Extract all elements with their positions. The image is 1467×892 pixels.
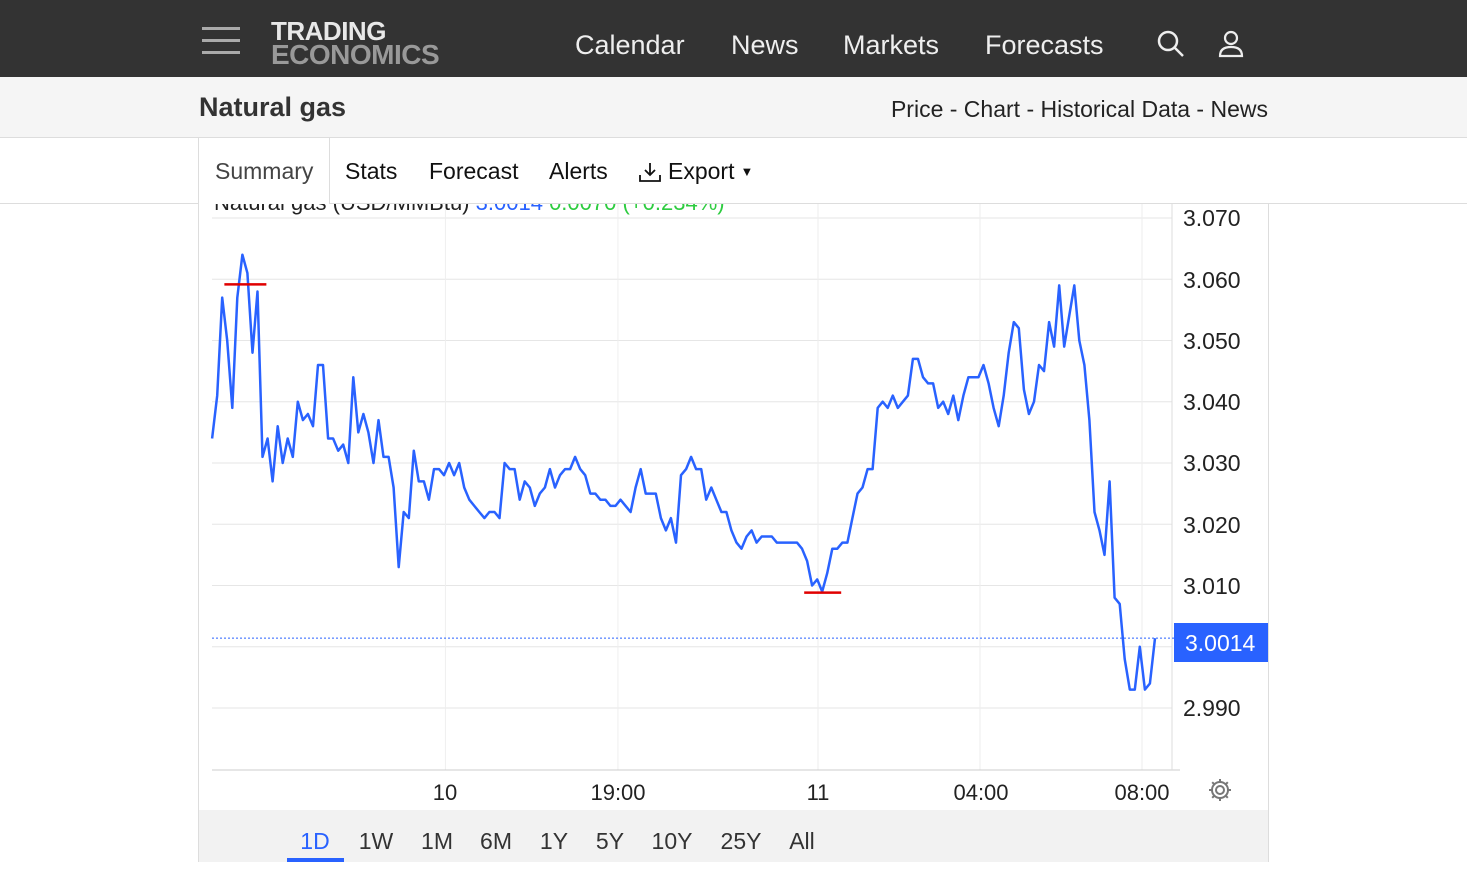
top-navigation-bar: TRADING ECONOMICS Calendar News Markets … — [0, 0, 1467, 77]
range-5y[interactable]: 5Y — [595, 828, 625, 854]
user-icon[interactable] — [1216, 29, 1246, 59]
tab-alerts[interactable]: Alerts — [549, 158, 608, 184]
nav-markets[interactable]: Markets — [843, 30, 940, 60]
range-10y[interactable]: 10Y — [651, 828, 693, 854]
range-25y[interactable]: 25Y — [720, 828, 762, 854]
chart-tabs: Summary Stats Forecast Alerts Export ▼ — [0, 138, 1467, 204]
y-tick-label: 3.050 — [1183, 328, 1241, 354]
y-tick-label: 3.010 — [1183, 573, 1241, 599]
hamburger-menu-icon[interactable] — [202, 27, 240, 57]
y-tick-label: 3.040 — [1183, 389, 1241, 415]
time-range-selector: 1D 1W 1M 6M 1Y 5Y 10Y 25Y All — [199, 810, 1268, 862]
range-1m[interactable]: 1M — [421, 828, 453, 854]
subheader: Natural gas Price - Chart - Historical D… — [0, 77, 1467, 138]
caret-down-icon: ▼ — [740, 164, 754, 179]
range-all[interactable]: All — [789, 828, 815, 854]
search-icon[interactable] — [1156, 29, 1186, 59]
y-tick-label: 3.030 — [1183, 450, 1241, 476]
logo-line-2: ECONOMICS — [271, 39, 440, 70]
page-title: Natural gas — [199, 92, 347, 122]
x-tick-label: 19:00 — [590, 780, 646, 805]
download-icon — [639, 162, 661, 182]
x-tick-label: 10 — [432, 780, 458, 805]
logo-line-1: TRADING — [271, 16, 386, 46]
subheader-links[interactable]: Price - Chart - Historical Data - News — [890, 96, 1268, 122]
export-label: Export — [668, 158, 735, 184]
x-tick-label: 04:00 — [953, 780, 1009, 805]
x-tick-label: 11 — [806, 780, 830, 805]
tab-summary[interactable]: Summary — [198, 138, 330, 204]
tab-stats[interactable]: Stats — [345, 158, 398, 184]
nav-calendar[interactable]: Calendar — [575, 30, 685, 60]
trading-economics-logo[interactable]: TRADING ECONOMICS — [271, 16, 440, 70]
range-1y[interactable]: 1Y — [539, 828, 569, 854]
x-tick-label: 08:00 — [1114, 780, 1170, 805]
price-line — [210, 253, 1157, 691]
range-1w[interactable]: 1W — [358, 828, 394, 854]
y-tick-label: 2.990 — [1183, 695, 1241, 721]
y-tick-label: 3.060 — [1183, 267, 1241, 293]
tab-forecast[interactable]: Forecast — [429, 158, 519, 184]
range-1d[interactable]: 1D — [300, 828, 330, 854]
y-tick-label: 3.020 — [1183, 512, 1241, 538]
selected-range-indicator — [287, 858, 344, 862]
current-price-badge: 3.0014 — [1174, 623, 1268, 662]
y-tick-label: 3.070 — [1183, 205, 1241, 231]
chart-settings-gear-icon[interactable] — [1206, 776, 1234, 804]
nav-news[interactable]: News — [731, 30, 799, 60]
range-6m[interactable]: 6M — [480, 828, 512, 854]
export-dropdown[interactable]: Export ▼ — [638, 158, 753, 185]
nav-forecasts[interactable]: Forecasts — [985, 30, 1104, 60]
chart-container — [198, 204, 1269, 862]
